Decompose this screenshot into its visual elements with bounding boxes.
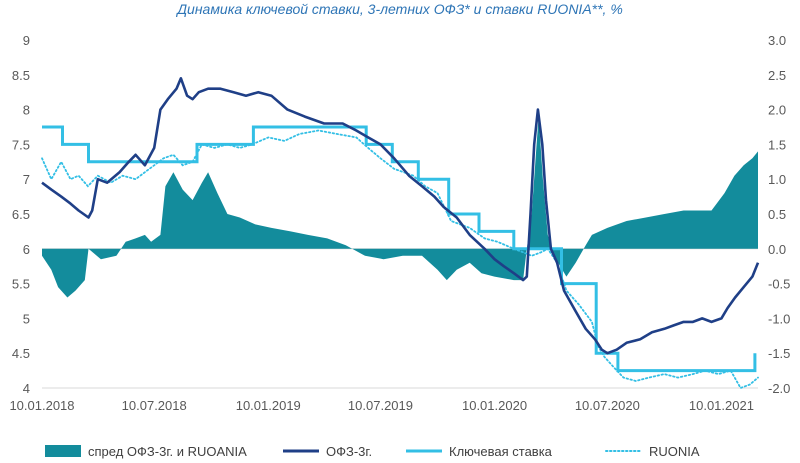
gridlines [42,248,758,389]
y-left-tick-label: 7.5 [12,137,30,152]
x-tick-label: 10.07.2018 [122,398,187,413]
y-left-tick-label: 4 [23,381,30,396]
y-left-tick-label: 8 [23,103,30,118]
legend: спред ОФЗ-3г. и RUOANIA ОФЗ-3г. Ключевая с… [45,444,700,459]
y-left-tick-label: 9 [23,33,30,48]
x-tick-label: 10.01.2020 [462,398,527,413]
legend-label: спред ОФЗ-3г. и RUOANIA [88,444,247,459]
legend-label: ОФЗ-3г. [326,444,372,459]
y-right-tick-label: -2.0 [768,381,790,396]
plot-area [41,77,760,390]
x-tick-label: 10.07.2020 [575,398,640,413]
legend-label: RUONIA [649,444,700,459]
y-left-tick-label: 4.5 [12,346,30,361]
legend-item: Ключевая ставка [406,444,553,459]
legend-item: ОФЗ-3г. [283,444,372,459]
x-tick-label: 10.01.2021 [689,398,754,413]
x-tick-labels: 10.01.2018 10.07.2018 10.01.2019 10.07.2019… [9,398,754,413]
series-key-rate-line [42,125,757,373]
x-tick-label: 10.01.2019 [236,398,301,413]
series-ruonia-line [41,129,759,390]
y-right-tick-label: 3.0 [768,33,786,48]
y-right-tick-label: 2.5 [768,68,786,83]
chart-title: Динамика ключевой ставки, 3-летних ОФЗ* … [177,1,623,17]
y-left-tick-label: 6 [23,242,30,257]
x-tick-label: 10.07.2019 [348,398,413,413]
series-spread-area [42,116,758,298]
legend-item: RUONIA [605,444,700,459]
y-left-tick-label: 5 [23,311,30,326]
y-left-tick-labels: 9 8.5 8 7.5 7 6.5 6 5.5 5 4.5 4 [12,33,30,396]
y-right-tick-label: -0.5 [768,277,790,292]
y-right-tick-label: 1.0 [768,172,786,187]
y-left-tick-label: 5.5 [12,277,30,292]
y-left-tick-label: 6.5 [12,207,30,222]
y-right-tick-label: -1.5 [768,346,790,361]
y-right-tick-labels: 3.0 2.5 2.0 1.5 1.0 0.5 0.0 -0.5 -1.0 -1.5 -2.0 [768,33,790,396]
legend-item: спред ОФЗ-3г. и RUOANIA [45,444,247,459]
x-tick-label: 10.01.2018 [9,398,74,413]
y-right-tick-label: 0.5 [768,207,786,222]
y-left-tick-label: 8.5 [12,68,30,83]
legend-label: Ключевая ставка [449,444,553,459]
legend-swatch-spread [45,445,81,457]
y-right-tick-label: -1.0 [768,311,790,326]
y-left-tick-label: 7 [23,172,30,187]
y-right-tick-label: 0.0 [768,242,786,257]
y-right-tick-label: 2.0 [768,103,786,118]
y-right-tick-label: 1.5 [768,137,786,152]
series-ofz-line [41,77,760,355]
